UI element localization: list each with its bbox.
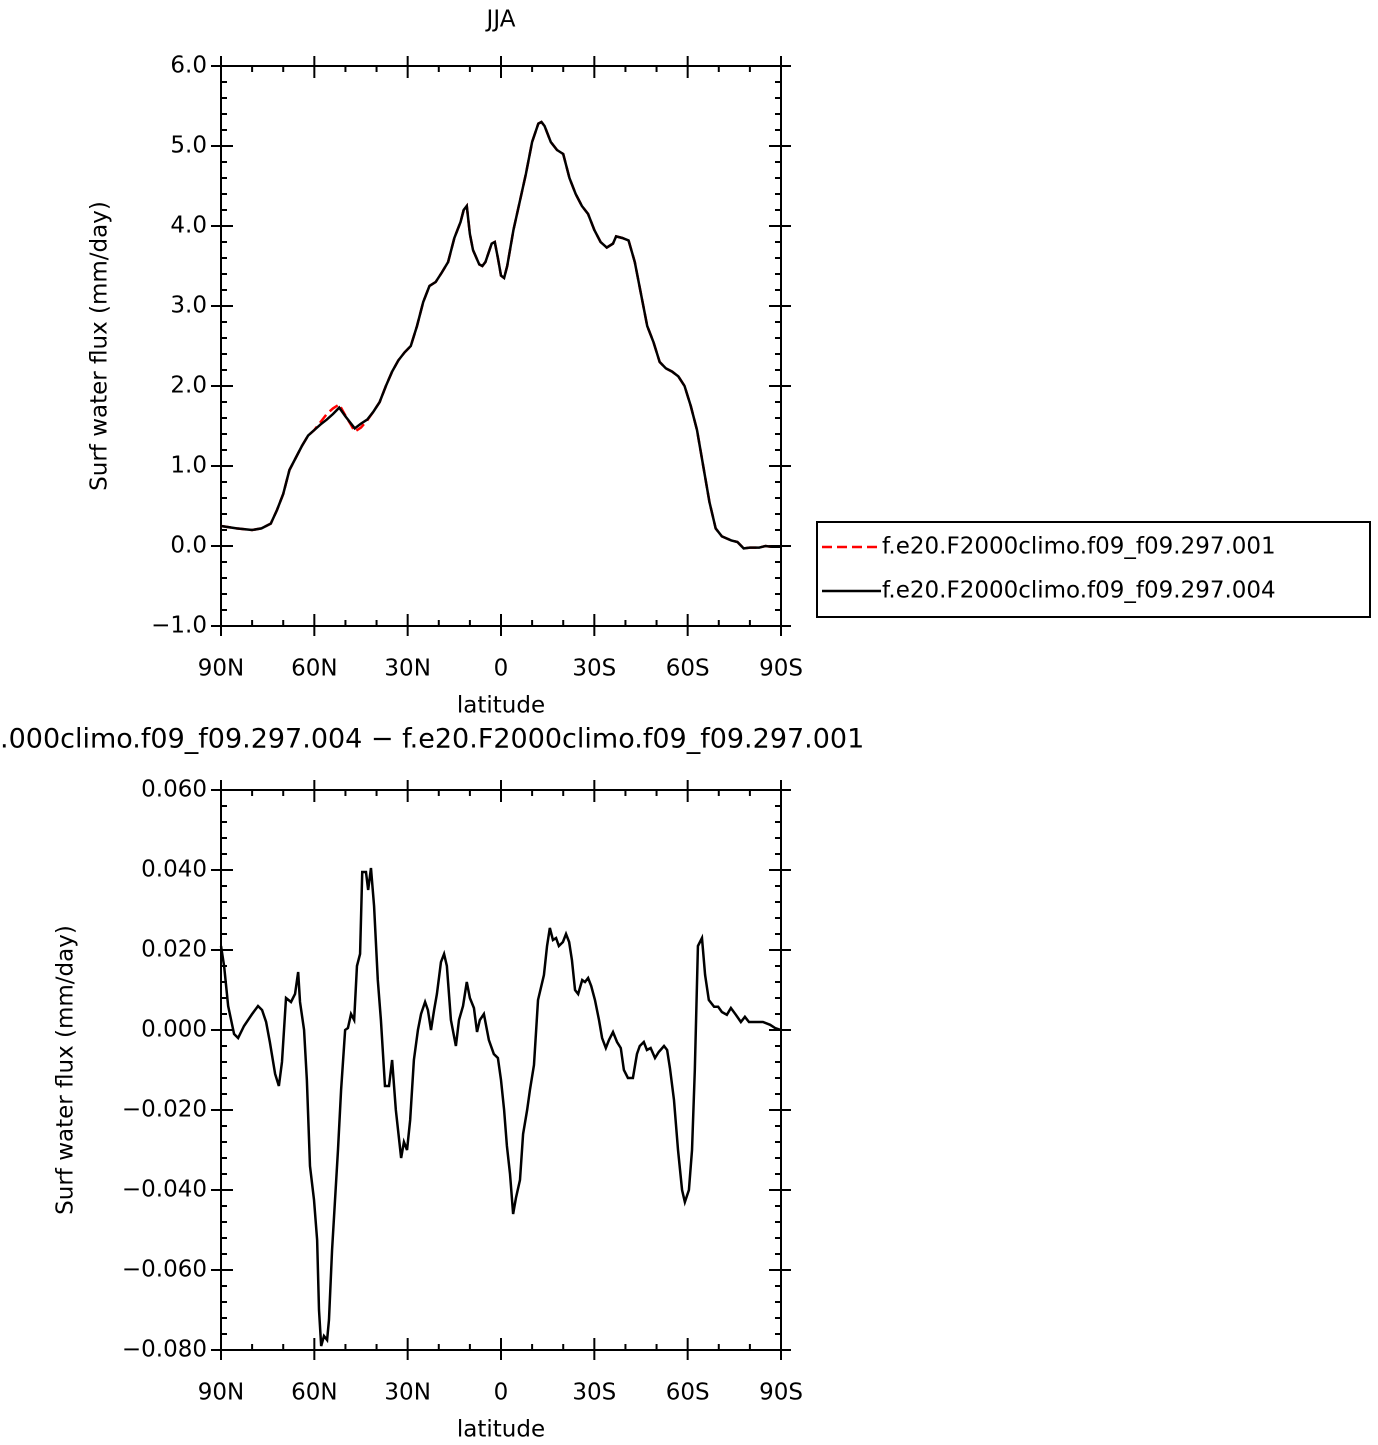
y-tick-label: 6.0 [170, 53, 207, 79]
x-tick-label: 30S [572, 656, 616, 682]
x-tick-label: 90N [198, 656, 244, 682]
chart-title: .000climo.f09_f09.297.004 − f.e20.F2000c… [0, 724, 864, 755]
x-tick-label: 90S [759, 656, 803, 682]
plot-frame [220, 789, 782, 1351]
y-tick-label: 0.000 [141, 1017, 207, 1043]
data-line [220, 120, 781, 550]
y-tick-label: 4.0 [170, 213, 207, 239]
data-line [220, 120, 781, 550]
x-tick-label: 60N [291, 1380, 337, 1406]
plot-frame [220, 65, 782, 627]
y-tick-label: −0.020 [122, 1097, 207, 1123]
x-tick-label: 0 [494, 656, 509, 682]
x-axis-label: latitude [457, 693, 545, 719]
y-axis-label: Surf water flux (mm/day) [53, 925, 79, 1215]
x-tick-label: 90S [759, 1380, 803, 1406]
y-tick-label: −0.060 [122, 1257, 207, 1283]
x-tick-label: 60S [666, 656, 710, 682]
y-tick-label: 2.0 [170, 373, 207, 399]
y-tick-label: 0.060 [141, 777, 207, 803]
legend-label: f.e20.F2000climo.f09_f09.297.004 [882, 578, 1276, 604]
x-tick-label: 60N [291, 656, 337, 682]
x-axis-label: latitude [457, 1417, 545, 1443]
legend-box [816, 521, 1371, 618]
y-tick-label: 0.0 [170, 533, 207, 559]
y-axis-label: Surf water flux (mm/day) [87, 201, 113, 491]
y-tick-label: 3.0 [170, 293, 207, 319]
y-tick-label: −1.0 [151, 613, 207, 639]
y-tick-label: 5.0 [170, 133, 207, 159]
y-tick-label: 1.0 [170, 453, 207, 479]
x-tick-label: 30S [572, 1380, 616, 1406]
x-tick-label: 30N [384, 656, 430, 682]
y-tick-label: 0.040 [141, 857, 207, 883]
data-line [219, 867, 782, 1347]
x-tick-label: 60S [666, 1380, 710, 1406]
y-tick-label: 0.020 [141, 937, 207, 963]
legend-label: f.e20.F2000climo.f09_f09.297.001 [882, 534, 1276, 560]
y-tick-label: −0.040 [122, 1177, 207, 1203]
x-tick-label: 90N [198, 1380, 244, 1406]
chart-title: JJA [485, 7, 516, 33]
x-tick-label: 30N [384, 1380, 430, 1406]
y-tick-label: −0.080 [122, 1337, 207, 1363]
x-tick-label: 0 [494, 1380, 509, 1406]
